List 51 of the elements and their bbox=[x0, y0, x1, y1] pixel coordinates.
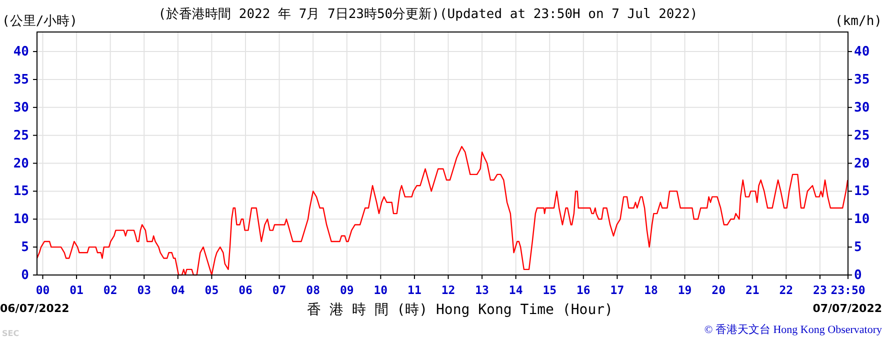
y-tick-label: 35 bbox=[13, 72, 29, 88]
y2-tick-label: 20 bbox=[854, 156, 870, 172]
y2-tick-label: 0 bbox=[854, 268, 862, 283]
x-tick-label: 16 bbox=[576, 283, 590, 297]
x-tick-label: 23:50 bbox=[830, 283, 866, 297]
x-tick-label: 08 bbox=[306, 283, 320, 297]
y2-tick-label: 15 bbox=[854, 184, 870, 200]
y-tick-label: 20 bbox=[13, 156, 30, 172]
text: 06/07/2022 bbox=[0, 302, 70, 315]
y2-tick-label: 30 bbox=[854, 100, 870, 116]
x-tick-label: 07 bbox=[272, 283, 286, 297]
x-tick-label: 12 bbox=[441, 283, 456, 297]
chart-title: (於香港時間 2022 年 7月 7日23時50分更新)(Updated at 23:50H on 7 Jul 2022) bbox=[158, 7, 698, 22]
y-tick-label: 15 bbox=[13, 184, 29, 200]
x-tick-label: 14 bbox=[508, 283, 523, 297]
y-tick-label: 10 bbox=[13, 212, 30, 228]
x-tick-label: 04 bbox=[170, 283, 185, 297]
x-tick-label: 06 bbox=[238, 283, 252, 297]
y2-tick-label: 25 bbox=[854, 128, 870, 144]
y-axis-title: (公里/小時) bbox=[2, 14, 78, 29]
y-tick-label: 0 bbox=[21, 268, 30, 283]
y2-tick-label: 5 bbox=[854, 240, 862, 256]
y-tick-label: 30 bbox=[13, 100, 30, 116]
x-tick-label: 21 bbox=[745, 283, 760, 297]
x-tick-label: 05 bbox=[204, 283, 219, 297]
y2-tick-label: 35 bbox=[854, 72, 870, 88]
x-tick-label: 23 bbox=[813, 283, 827, 297]
x-tick-label: 13 bbox=[475, 283, 490, 297]
line-series bbox=[36, 146, 848, 276]
y-tick-label: 25 bbox=[13, 128, 29, 144]
x-tick-label: 15 bbox=[542, 283, 557, 297]
x-tick-label: 01 bbox=[70, 283, 84, 297]
x-axis-title: 香 港 時 間 (時) Hong Kong Time (Hour) bbox=[306, 302, 614, 318]
y2-tick-label: 10 bbox=[854, 212, 870, 228]
y2-axis-title: (km/h) bbox=[835, 14, 882, 29]
x-tick-label: 03 bbox=[137, 283, 152, 297]
x-tick-label: 22 bbox=[779, 283, 794, 297]
y2-tick-label: 40 bbox=[854, 44, 870, 60]
x-tick-label: 00 bbox=[36, 283, 50, 297]
x-tick-label: 09 bbox=[340, 283, 354, 297]
y-tick-label: 40 bbox=[13, 44, 30, 60]
x-tick-label: 17 bbox=[610, 283, 624, 297]
x-tick-label: 19 bbox=[678, 283, 692, 297]
x-tick-label: 18 bbox=[644, 283, 658, 297]
text: 07/07/2022 bbox=[812, 302, 882, 315]
x-tick-label: 10 bbox=[374, 283, 388, 297]
x-tick-label: 02 bbox=[103, 283, 118, 297]
y-tick-label: 5 bbox=[21, 240, 29, 256]
text: © 香港天文台 Hong Kong Observatory bbox=[704, 323, 882, 336]
x-tick-label: 20 bbox=[712, 283, 726, 297]
x-tick-label: 11 bbox=[408, 283, 422, 297]
